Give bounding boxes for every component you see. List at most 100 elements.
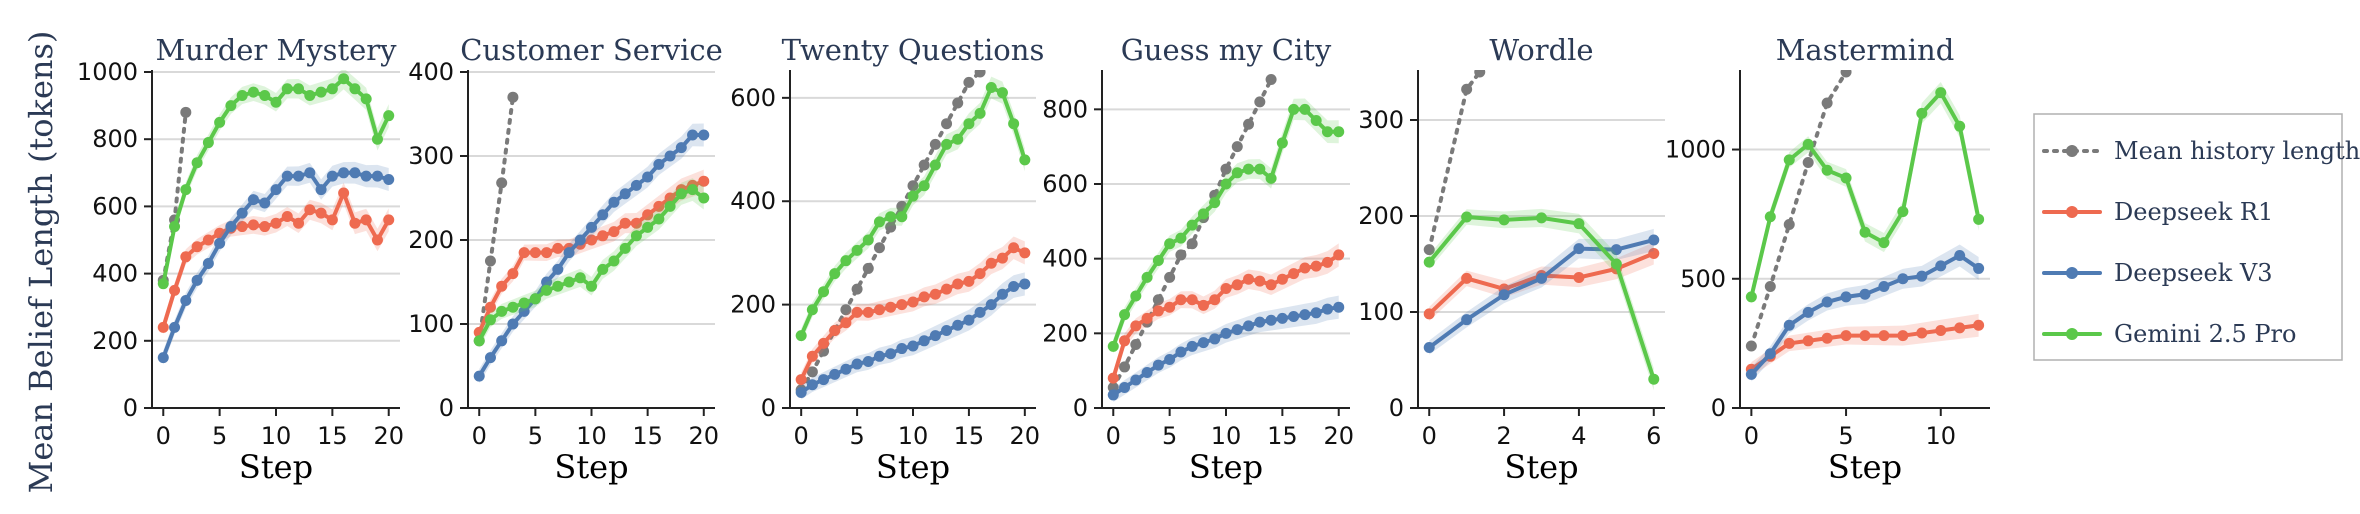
y-tick-label: 800 (1042, 95, 1088, 123)
data-point (1321, 303, 1333, 315)
data-point (1474, 70, 1486, 78)
data-point (484, 255, 496, 267)
data-point (1802, 335, 1814, 347)
x-tick-label: 20 (688, 422, 719, 450)
data-point (952, 278, 964, 290)
data-point (1243, 118, 1255, 130)
data-point (529, 293, 541, 305)
x-tick-label: 10 (1211, 422, 1242, 450)
x-tick-label: 5 (1838, 422, 1853, 450)
data-point (1197, 299, 1209, 311)
data-point (1333, 126, 1345, 138)
data-point (1119, 361, 1131, 373)
data-point (818, 286, 830, 298)
data-point (1186, 340, 1198, 352)
data-point (1916, 107, 1928, 119)
data-point (1333, 249, 1345, 261)
data-point (1897, 330, 1909, 342)
data-point (862, 262, 874, 274)
data-point (985, 82, 997, 94)
x-tick-label: 0 (1106, 422, 1121, 450)
data-point (1152, 359, 1164, 371)
data-point (1130, 290, 1142, 302)
data-point (851, 358, 863, 370)
data-point (1973, 213, 1985, 225)
data-point (1197, 208, 1209, 220)
data-point (1321, 126, 1333, 138)
y-tick-label: 100 (408, 310, 454, 338)
data-point (1333, 301, 1345, 313)
data-point (873, 216, 885, 228)
legend-item-mean-history-length: Mean history length (2042, 137, 2360, 165)
data-point (157, 278, 169, 290)
data-point (1648, 234, 1660, 246)
data-point (1802, 306, 1814, 318)
data-point (1897, 273, 1909, 285)
data-point (281, 210, 293, 222)
y-tick-label: 400 (92, 260, 138, 288)
data-point (1130, 339, 1142, 351)
data-point (484, 301, 496, 313)
data-point (1610, 244, 1622, 256)
y-tick-label: 200 (1042, 319, 1088, 347)
data-point (1254, 163, 1266, 175)
data-point (1220, 178, 1232, 190)
data-point (996, 87, 1008, 99)
data-point (1209, 294, 1221, 306)
series-line (477, 95, 515, 343)
data-point (1648, 373, 1660, 385)
data-point (1164, 353, 1176, 365)
legend-swatch-marker (2066, 145, 2078, 157)
data-point (1821, 97, 1833, 109)
series-deepseek-r1 (795, 236, 1031, 387)
data-point (1141, 271, 1153, 283)
data-point (806, 379, 818, 391)
data-point (929, 330, 941, 342)
data-point (818, 337, 830, 349)
data-point (281, 170, 293, 182)
data-point (236, 207, 248, 219)
series-line (477, 133, 706, 379)
data-point (1276, 137, 1288, 149)
data-point (326, 214, 338, 226)
data-point (1935, 87, 1947, 99)
data-point (1840, 291, 1852, 303)
data-point (1321, 256, 1333, 268)
series-mean-history-length (1745, 70, 1852, 352)
y-tick-label: 400 (1042, 245, 1088, 273)
data-point (885, 301, 897, 313)
data-point (1783, 218, 1795, 230)
data-point (1186, 294, 1198, 306)
data-point (862, 306, 874, 318)
data-point (963, 314, 975, 326)
data-point (1220, 327, 1232, 339)
data-point (315, 184, 327, 196)
data-point (862, 234, 874, 246)
x-tick-label: 10 (898, 422, 929, 450)
data-point (247, 219, 259, 231)
data-point (829, 324, 841, 336)
confidence-band (801, 76, 1025, 343)
x-axis-label: Step (1828, 448, 1902, 486)
data-point (996, 288, 1008, 300)
data-point (496, 335, 508, 347)
data-point (1423, 244, 1435, 256)
data-point (1821, 332, 1833, 344)
data-point (795, 330, 807, 342)
data-point (1164, 271, 1176, 283)
data-point (873, 304, 885, 316)
data-point (225, 100, 237, 112)
data-point (918, 291, 930, 303)
data-point (851, 283, 863, 295)
data-point (1461, 211, 1473, 223)
series-deepseek-v3 (1423, 228, 1660, 355)
series-deepseek-r1 (157, 182, 395, 335)
data-point (1310, 307, 1322, 319)
y-tick-label: 0 (123, 394, 138, 422)
data-point (349, 217, 361, 229)
data-point (383, 110, 395, 122)
data-point (1186, 238, 1198, 250)
data-point (259, 221, 271, 233)
data-point (653, 200, 665, 212)
